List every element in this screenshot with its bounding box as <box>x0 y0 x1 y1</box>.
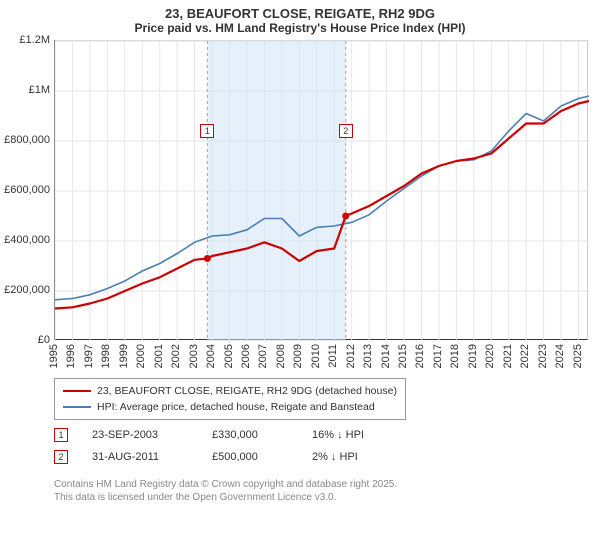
x-tick-label: 2024 <box>554 344 566 368</box>
sale-marker-callout: 1 <box>200 124 214 138</box>
sale-row-delta: 2% ↓ HPI <box>312 451 412 463</box>
x-tick-label: 2000 <box>135 344 147 368</box>
x-tick-label: 2007 <box>257 344 269 368</box>
x-tick-label: 2016 <box>414 344 426 368</box>
plot-area: 12 <box>54 40 588 340</box>
x-tick-label: 2001 <box>153 344 165 368</box>
x-tick-label: 2011 <box>327 344 339 368</box>
chart-title-sub: Price paid vs. HM Land Registry's House … <box>0 21 600 35</box>
x-tick-label: 2009 <box>292 344 304 368</box>
x-tick-label: 2006 <box>240 344 252 368</box>
x-tick-label: 2019 <box>467 344 479 368</box>
x-tick-label: 1996 <box>65 344 77 368</box>
x-tick-label: 2004 <box>205 344 217 368</box>
x-tick-label: 1997 <box>83 344 95 368</box>
legend-swatch <box>63 390 91 392</box>
legend-item: 23, BEAUFORT CLOSE, REIGATE, RH2 9DG (de… <box>63 383 397 399</box>
legend: 23, BEAUFORT CLOSE, REIGATE, RH2 9DG (de… <box>54 378 406 420</box>
x-tick-label: 2025 <box>572 344 584 368</box>
sales-table: 1 23-SEP-2003£330,00016% ↓ HPI 2 31-AUG-201… <box>54 424 412 468</box>
x-tick-label: 2003 <box>188 344 200 368</box>
sale-marker-callout: 2 <box>339 124 353 138</box>
x-tick-label: 2021 <box>502 344 514 368</box>
sale-row-date: 23-SEP-2003 <box>92 429 212 441</box>
x-tick-label: 2005 <box>223 344 235 368</box>
chart-area: £0£200,000£400,000£600,000£800,000£1M£1.… <box>8 40 592 360</box>
y-tick-label: £200,000 <box>4 284 50 296</box>
sale-row: 2 31-AUG-2011£500,0002% ↓ HPI <box>54 446 412 468</box>
y-tick-label: £1M <box>29 84 50 96</box>
footer-line-1: Contains HM Land Registry data © Crown c… <box>54 478 574 491</box>
y-axis: £0£200,000£400,000£600,000£800,000£1M£1.… <box>8 40 52 340</box>
x-tick-label: 2020 <box>484 344 496 368</box>
x-tick-label: 2022 <box>519 344 531 368</box>
x-tick-label: 1999 <box>118 344 130 368</box>
y-tick-label: £1.2M <box>19 34 50 46</box>
chart-title-block: 23, BEAUFORT CLOSE, REIGATE, RH2 9DG Pri… <box>0 0 600 37</box>
x-tick-label: 2023 <box>537 344 549 368</box>
chart-title-main: 23, BEAUFORT CLOSE, REIGATE, RH2 9DG <box>0 6 600 21</box>
sale-row-price: £330,000 <box>212 429 312 441</box>
y-tick-label: £600,000 <box>4 184 50 196</box>
x-tick-label: 1998 <box>100 344 112 368</box>
legend-label: HPI: Average price, detached house, Reig… <box>97 401 375 413</box>
footer-line-2: This data is licensed under the Open Gov… <box>54 491 574 504</box>
x-tick-label: 2002 <box>170 344 182 368</box>
x-tick-label: 2014 <box>380 344 392 368</box>
sale-row-date: 31-AUG-2011 <box>92 451 212 463</box>
x-tick-label: 1995 <box>48 344 60 368</box>
x-tick-label: 2008 <box>275 344 287 368</box>
sale-row-price: £500,000 <box>212 451 312 463</box>
footer-attribution: Contains HM Land Registry data © Crown c… <box>54 478 574 504</box>
x-tick-label: 2015 <box>397 344 409 368</box>
legend-swatch <box>63 406 91 408</box>
x-tick-label: 2017 <box>432 344 444 368</box>
plot-svg <box>55 41 589 341</box>
sale-row: 1 23-SEP-2003£330,00016% ↓ HPI <box>54 424 412 446</box>
legend-item: HPI: Average price, detached house, Reig… <box>63 399 397 415</box>
x-tick-label: 2010 <box>310 344 322 368</box>
x-tick-label: 2013 <box>362 344 374 368</box>
sale-row-marker: 2 <box>54 450 68 464</box>
y-tick-label: £400,000 <box>4 234 50 246</box>
x-axis: 1995199619971998199920002001200220032004… <box>54 340 588 380</box>
x-tick-label: 2012 <box>345 344 357 368</box>
sale-row-marker: 1 <box>54 428 68 442</box>
x-tick-label: 2018 <box>449 344 461 368</box>
legend-label: 23, BEAUFORT CLOSE, REIGATE, RH2 9DG (de… <box>97 385 397 397</box>
y-tick-label: £800,000 <box>4 134 50 146</box>
sale-row-delta: 16% ↓ HPI <box>312 429 412 441</box>
